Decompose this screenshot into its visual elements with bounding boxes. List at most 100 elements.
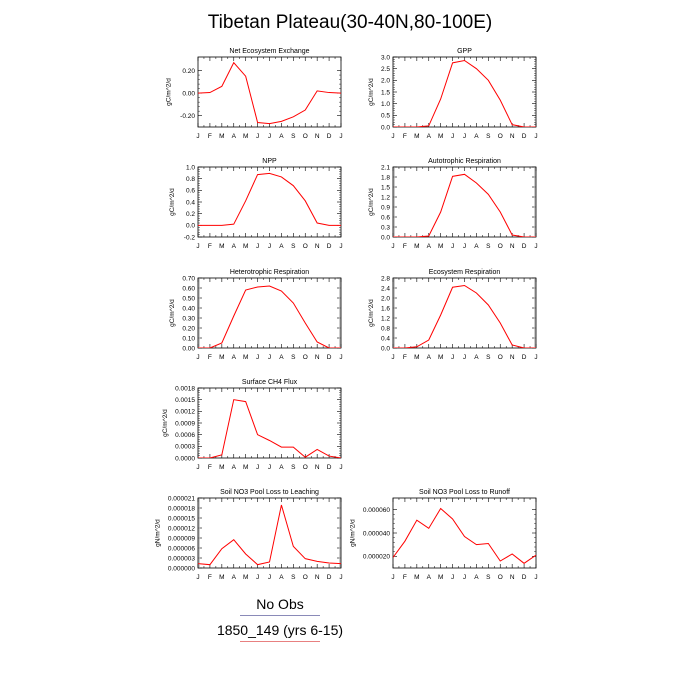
legend-obs-label: No Obs: [256, 596, 304, 612]
x-tick-label: J: [268, 133, 271, 140]
y-tick-label: 1.2: [381, 194, 390, 201]
chart-title: GPP: [457, 48, 472, 55]
y-tick-label: 2.8: [381, 275, 390, 282]
y-tick-label: 0.0009: [175, 420, 195, 427]
y-tick-label: 0.0000: [175, 455, 195, 462]
x-tick-label: O: [303, 243, 308, 250]
chart-title: Soil NO3 Pool Loss to Leaching: [220, 489, 319, 496]
x-tick-label: N: [510, 133, 515, 140]
x-tick-label: A: [474, 574, 479, 581]
y-tick-label: 0.60: [182, 285, 195, 292]
x-tick-label: O: [498, 133, 503, 140]
y-tick-label: -0.2: [184, 234, 196, 241]
y-tick-label: 0.3: [381, 224, 390, 231]
x-tick-label: F: [208, 133, 212, 140]
y-tick-label: -0.20: [180, 113, 195, 120]
x-tick-label: S: [486, 133, 491, 140]
y-tick-label: 1.0: [381, 101, 390, 108]
x-tick-label: O: [498, 574, 503, 581]
y-tick-label: 0.000060: [363, 507, 390, 514]
y-tick-label: 0.0: [381, 234, 390, 241]
y-tick-label: 0.000012: [168, 525, 195, 532]
y-tick-label: 0.2: [186, 211, 195, 218]
x-tick-label: D: [327, 464, 332, 471]
x-tick-label: M: [438, 243, 443, 250]
y-tick-label: 0.000021: [168, 495, 195, 502]
x-tick-label: M: [438, 354, 443, 361]
x-tick-label: J: [256, 133, 259, 140]
x-tick-label: M: [438, 574, 443, 581]
series-line: [393, 173, 536, 237]
x-tick-label: D: [327, 574, 332, 581]
x-tick-label: N: [510, 243, 515, 250]
series-line: [393, 507, 536, 564]
chart-frame: [197, 497, 342, 569]
x-tick-label: S: [486, 243, 491, 250]
y-tick-label: 2.0: [381, 295, 390, 302]
y-axis-label: gC/m^2/d: [368, 188, 375, 216]
x-tick-label: A: [232, 243, 237, 250]
x-tick-label: S: [291, 354, 296, 361]
y-tick-label: 0.4: [381, 335, 390, 342]
x-tick-label: F: [403, 243, 407, 250]
x-tick-label: N: [510, 354, 515, 361]
y-axis-label: gC/m^2/d: [169, 188, 176, 216]
x-tick-label: O: [303, 574, 308, 581]
x-tick-label: A: [232, 574, 237, 581]
x-tick-label: M: [219, 243, 224, 250]
x-tick-label: D: [327, 243, 332, 250]
y-tick-label: 0.0: [381, 345, 390, 352]
series-line: [198, 172, 341, 226]
x-tick-label: N: [510, 574, 515, 581]
x-tick-label: A: [279, 464, 284, 471]
x-tick-label: A: [427, 574, 432, 581]
x-tick-label: O: [498, 243, 503, 250]
y-tick-label: 0.6: [381, 214, 390, 221]
y-tick-label: 0.0012: [175, 409, 195, 416]
x-tick-label: M: [243, 354, 248, 361]
x-tick-label: O: [498, 354, 503, 361]
y-tick-label: 0.0018: [175, 385, 195, 392]
x-tick-label: J: [451, 574, 454, 581]
x-tick-label: M: [414, 354, 419, 361]
x-tick-label: M: [414, 133, 419, 140]
x-tick-label: J: [256, 574, 259, 581]
x-tick-label: A: [474, 133, 479, 140]
y-tick-label: 0.5: [381, 113, 390, 120]
x-tick-label: F: [208, 574, 212, 581]
y-tick-label: 0.000020: [363, 554, 390, 561]
chart-frame: [197, 56, 342, 128]
y-tick-label: 0.50: [182, 295, 195, 302]
x-tick-label: A: [427, 133, 432, 140]
legend-model-label: 1850_149 (yrs 6-15): [216, 622, 344, 638]
chart-title: Soil NO3 Pool Loss to Runoff: [419, 489, 510, 496]
y-tick-label: 3.0: [381, 54, 390, 61]
x-tick-label: O: [303, 354, 308, 361]
chart-frame: [392, 56, 537, 128]
chart-title: Autotrophic Respiration: [428, 158, 501, 165]
x-tick-label: J: [339, 243, 342, 250]
y-axis-label: gC/m^2/d: [169, 299, 176, 327]
x-tick-label: J: [463, 574, 466, 581]
y-tick-label: 0.000000: [168, 565, 195, 572]
y-tick-label: 0.6: [186, 188, 195, 195]
y-tick-label: 0.0: [186, 223, 195, 230]
x-tick-label: F: [403, 574, 407, 581]
y-tick-label: 0.40: [182, 305, 195, 312]
x-tick-label: M: [219, 133, 224, 140]
x-tick-label: M: [219, 574, 224, 581]
x-tick-label: D: [522, 354, 527, 361]
series-line: [198, 61, 341, 125]
y-tick-label: 0.000040: [363, 530, 390, 537]
x-tick-label: A: [474, 354, 479, 361]
y-axis-label: gN/m^2/d: [154, 519, 161, 547]
x-tick-label: A: [474, 243, 479, 250]
